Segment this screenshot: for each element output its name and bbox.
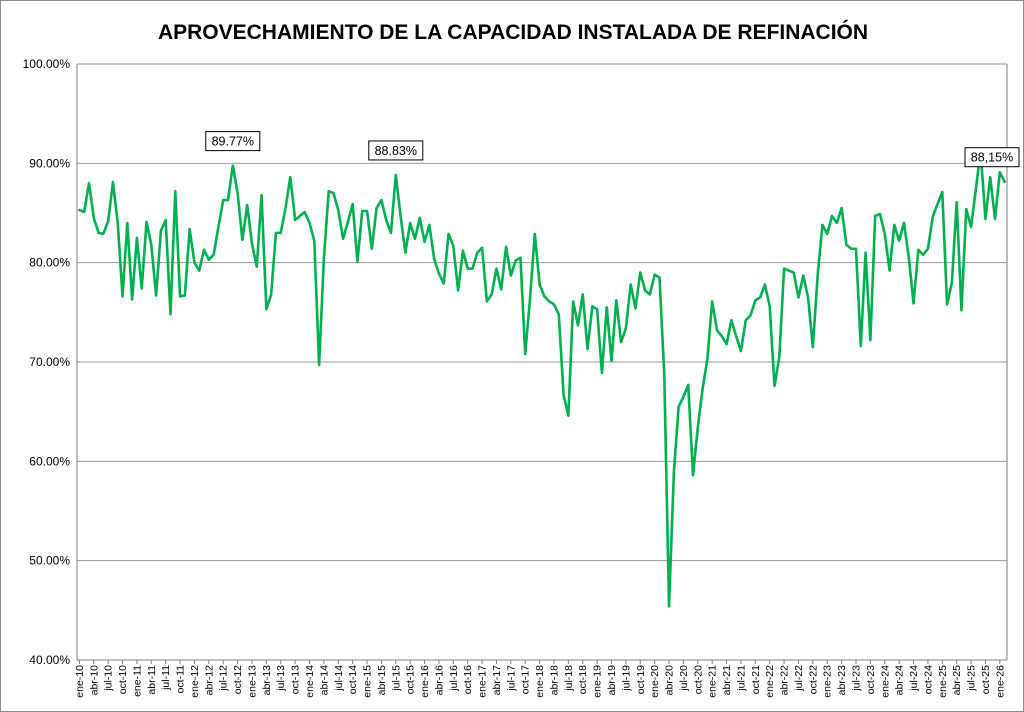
x-tick-label: oct-22 <box>807 665 819 694</box>
y-tick-label: 70.00% <box>29 355 70 369</box>
x-tick-label: ene-11 <box>131 665 143 697</box>
x-tick-label: ene-15 <box>362 665 374 698</box>
x-tick-label: abr-21 <box>721 665 733 696</box>
x-tick-label: jul-15 <box>390 665 402 692</box>
chart-title: APROVECHAMIENTO DE LA CAPACIDAD INSTALAD… <box>158 20 868 44</box>
x-tick-label: ene-12 <box>189 665 201 698</box>
x-tick-label: oct-15 <box>405 665 417 694</box>
x-tick-label: abr-19 <box>606 665 618 696</box>
x-tick-label: ene-26 <box>994 665 1006 698</box>
x-tick-label: abr-18 <box>548 665 560 696</box>
x-tick-label: abr-13 <box>261 665 273 696</box>
x-tick-label: ene-25 <box>937 665 949 698</box>
x-tick-label: ene-14 <box>304 665 316 698</box>
x-tick-label: oct-21 <box>750 665 762 694</box>
x-tick-label: oct-25 <box>980 665 992 694</box>
data-label-text: 89.77% <box>212 135 254 149</box>
x-tick-label: oct-12 <box>232 665 244 694</box>
x-tick-label: jul-22 <box>793 665 805 692</box>
x-tick-label: abr-14 <box>318 665 330 696</box>
data-label-text: 88,15% <box>971 151 1013 165</box>
x-tick-label: ene-13 <box>246 665 258 698</box>
x-tick-label: jul-21 <box>735 665 747 692</box>
data-label-box <box>205 131 261 152</box>
x-tick-label: abr-23 <box>836 665 848 696</box>
x-tick-label: ene-10 <box>74 665 86 698</box>
x-tick-label: abr-25 <box>951 665 963 696</box>
x-tick-label: ene-16 <box>419 665 431 698</box>
annotations: 89.77% 88.83% 88,15% <box>205 131 1020 168</box>
x-tick-label: jul-11 <box>160 665 172 691</box>
x-tick-label: oct-13 <box>290 665 302 694</box>
x-tick-label: oct-24 <box>922 665 934 694</box>
data-label-box <box>368 140 424 161</box>
data-label-text: 88.83% <box>375 144 417 158</box>
x-tick-label: ene-19 <box>592 665 604 698</box>
y-axis-ticks: 40.00% 50.00% 60.00% 70.00% 80.00% 90.00% 100.… <box>23 57 71 667</box>
x-tick-label: jul-20 <box>678 665 690 692</box>
x-tick-label: abr-24 <box>894 665 906 696</box>
x-tick-label: abr-12 <box>203 665 215 696</box>
x-tick-label: abr-10 <box>88 665 100 696</box>
x-tick-label: ene-20 <box>649 665 661 698</box>
x-tick-label: oct-19 <box>635 665 647 694</box>
x-tick-label: jul-17 <box>505 665 517 692</box>
series-layer <box>78 150 1006 608</box>
x-tick-label: abr-15 <box>376 665 388 696</box>
data-label: 88,15% <box>964 147 1020 168</box>
series-line-aprovechamiento <box>78 150 1006 608</box>
x-tick-label: jul-14 <box>333 665 345 692</box>
x-tick-label: ene-18 <box>534 665 546 698</box>
x-tick-label: jul-12 <box>218 665 230 692</box>
x-tick-label: jul-23 <box>850 665 862 692</box>
x-tick-label: oct-10 <box>117 665 129 694</box>
x-tick-label: ene-21 <box>707 665 719 698</box>
y-tick-label: 80.00% <box>29 256 70 270</box>
x-tick-label: jul-18 <box>563 665 575 692</box>
x-tick-label: oct-23 <box>865 665 877 694</box>
x-tick-label: jul-13 <box>275 665 287 692</box>
x-tick-label: abr-17 <box>491 665 503 696</box>
x-tick-label: oct-11 <box>175 665 187 694</box>
x-tick-label: jul-10 <box>103 665 115 692</box>
x-axis-ticks: ene-10 abr-10 jul-10 oct-10 ene-11 abr-11 jul-… <box>74 660 1006 698</box>
x-tick-label: ene-22 <box>764 665 776 698</box>
x-tick-label: jul-25 <box>966 665 978 692</box>
x-tick-label: jul-24 <box>908 665 920 692</box>
x-tick-label: oct-14 <box>347 665 359 694</box>
x-tick-label: jul-16 <box>448 665 460 692</box>
data-label: 88.83% <box>368 140 424 161</box>
x-tick-label: oct-17 <box>520 665 532 694</box>
y-tick-label: 100.00% <box>23 57 71 71</box>
x-tick-label: jul-19 <box>620 665 632 692</box>
x-tick-label: oct-20 <box>692 665 704 694</box>
x-tick-label: ene-17 <box>477 665 489 698</box>
x-tick-label: oct-16 <box>462 665 474 694</box>
gridlines <box>76 63 1008 661</box>
y-tick-label: 40.00% <box>29 653 70 667</box>
x-tick-label: ene-24 <box>879 665 891 698</box>
x-tick-label: oct-18 <box>577 665 589 694</box>
x-tick-label: abr-11 <box>146 665 158 695</box>
x-tick-label: abr-20 <box>664 665 676 696</box>
y-tick-label: 60.00% <box>29 454 70 468</box>
x-tick-label: abr-22 <box>779 665 791 696</box>
data-label-box <box>964 147 1020 168</box>
x-tick-label: abr-16 <box>433 665 445 696</box>
y-tick-label: 50.00% <box>29 554 70 568</box>
data-label: 89.77% <box>205 131 261 152</box>
y-tick-label: 90.00% <box>29 156 70 170</box>
x-tick-label: ene-23 <box>822 665 834 698</box>
